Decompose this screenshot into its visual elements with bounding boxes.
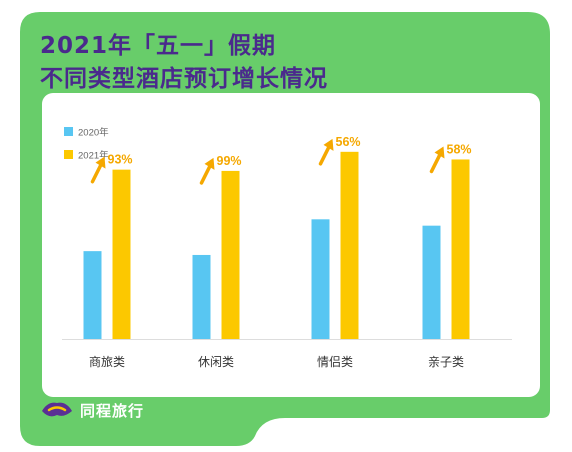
- category-label: 情侣类: [317, 354, 353, 369]
- bar: [451, 159, 470, 339]
- legend-swatch: [64, 150, 73, 159]
- growth-arrow-icon: [318, 144, 332, 166]
- growth-label: 93%: [108, 153, 133, 167]
- category-label: 亲子类: [428, 355, 464, 369]
- legend-label: 2021年: [78, 150, 109, 162]
- bar: [83, 251, 102, 339]
- bar: [340, 151, 359, 339]
- growth-arrow-head-icon: [434, 146, 445, 159]
- bar: [311, 219, 330, 339]
- growth-label: 99%: [217, 154, 242, 168]
- growth-arrow-head-icon: [95, 156, 106, 169]
- growth-arrow-icon: [429, 151, 443, 174]
- growth-label: 58%: [447, 142, 472, 156]
- chart-title-line1: 2021年「五一」假期: [40, 33, 277, 59]
- bar: [422, 225, 441, 339]
- bar: [112, 169, 131, 339]
- bar: [221, 170, 240, 339]
- brand-logo: 同程旅行: [40, 398, 144, 422]
- chart-title-line2: 不同类型酒店预订增长情况: [40, 66, 328, 92]
- growth-arrow-icon: [90, 161, 104, 184]
- growth-label: 56%: [336, 135, 361, 149]
- brand-logo-icon: [42, 402, 72, 417]
- growth-arrow-head-icon: [323, 138, 334, 151]
- category-label: 商旅类: [89, 354, 125, 369]
- legend-swatch: [64, 127, 73, 136]
- growth-arrow-icon: [199, 163, 213, 185]
- brand-name: 同程旅行: [80, 401, 145, 420]
- category-label: 休闲类: [198, 355, 234, 369]
- bar: [192, 254, 211, 339]
- legend-label: 2020年: [78, 127, 109, 139]
- growth-arrow-head-icon: [204, 157, 215, 170]
